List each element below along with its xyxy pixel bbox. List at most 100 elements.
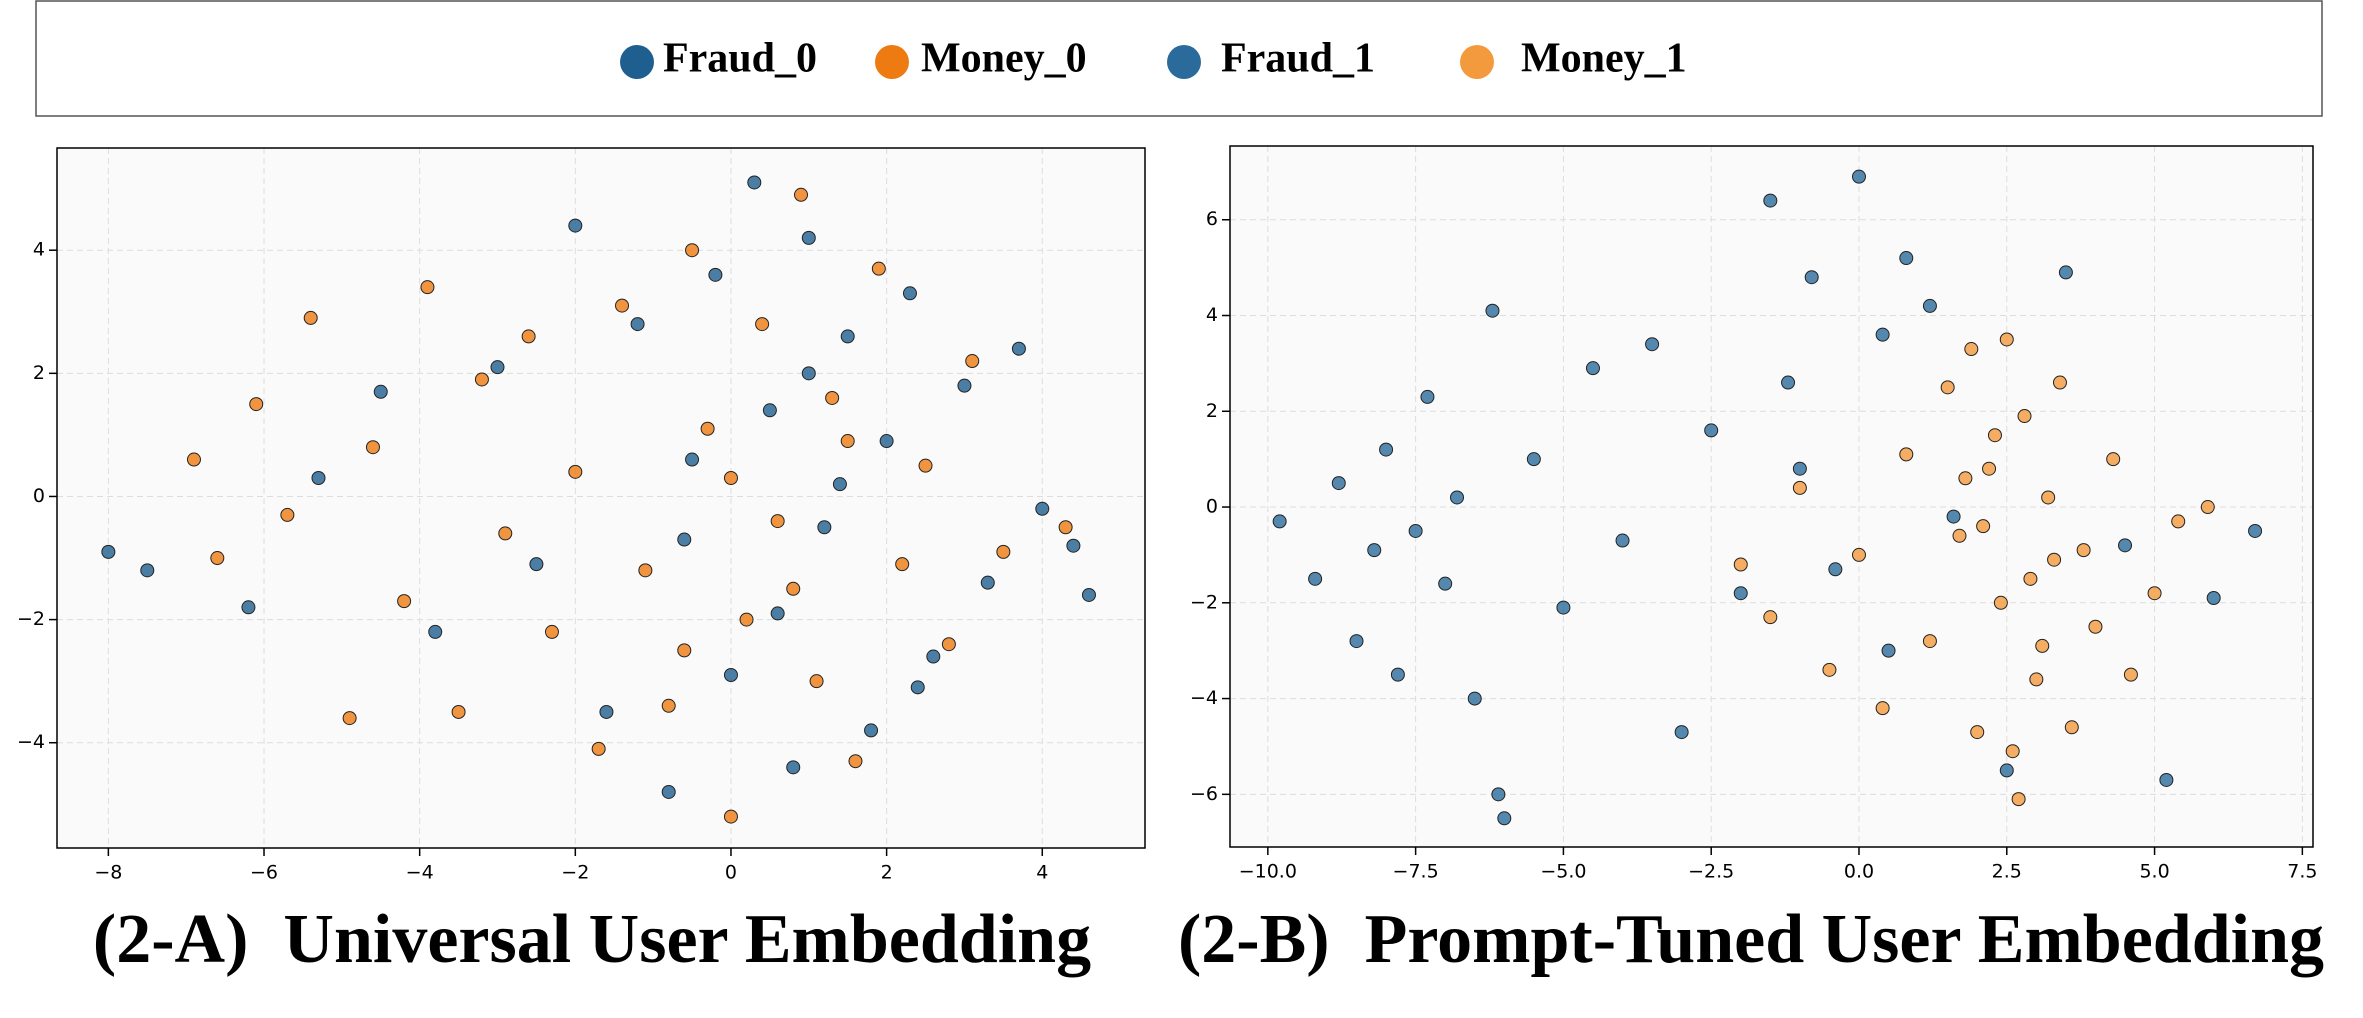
- scatter-point: [1792, 480, 1807, 495]
- scatter-point: [303, 310, 318, 325]
- scatter-point: [840, 434, 855, 449]
- scatter-point: [957, 378, 972, 393]
- scatter-point: [1066, 538, 1081, 553]
- scatter-point: [1881, 643, 1896, 658]
- scatter-point: [817, 520, 832, 535]
- scatter-point: [521, 329, 536, 344]
- scatter-point: [1485, 303, 1500, 318]
- scatter-point: [723, 809, 738, 824]
- scatter-point: [1999, 763, 2014, 778]
- y-tick-label: 2: [1206, 400, 1218, 422]
- scatter-point: [840, 329, 855, 344]
- scatter-point: [1035, 501, 1050, 516]
- scatter-point: [786, 760, 801, 775]
- scatter-point: [1982, 461, 1997, 476]
- scatter-point: [661, 698, 676, 713]
- scatter-point: [723, 668, 738, 683]
- plot-area: [57, 148, 1145, 848]
- scatter-point: [1467, 691, 1482, 706]
- scatter-point: [101, 544, 116, 559]
- y-tick-label: 2: [33, 362, 45, 384]
- scatter-point: [1733, 586, 1748, 601]
- scatter-point: [685, 243, 700, 258]
- scatter-point: [755, 317, 770, 332]
- scatter-point: [1828, 562, 1843, 577]
- legend-label: Money_0: [921, 36, 1087, 82]
- legend-label: Money_1: [1521, 36, 1687, 82]
- scatter-point: [568, 218, 583, 233]
- legend-marker: [1167, 45, 1201, 79]
- x-tick-label: −10.0: [1239, 861, 1297, 883]
- scatter-point: [544, 624, 559, 639]
- scatter-point: [2200, 500, 2215, 515]
- scatter-point: [1851, 547, 1866, 562]
- scatter-point: [1899, 447, 1914, 462]
- legend-label: Fraud_1: [1221, 36, 1375, 82]
- scatter-point: [2088, 619, 2103, 634]
- legend-label: Fraud_0: [663, 36, 817, 82]
- scatter-point: [708, 267, 723, 282]
- scatter-point: [342, 711, 357, 726]
- scatter-point: [2248, 523, 2263, 538]
- y-tick-label: 0: [1206, 496, 1218, 518]
- scatter-point: [1379, 442, 1394, 457]
- scatter-point: [801, 366, 816, 381]
- scatter-point: [630, 317, 645, 332]
- scatter-point: [1615, 533, 1630, 548]
- x-tick-label: 7.5: [2287, 861, 2317, 883]
- scatter-point: [1272, 514, 1287, 529]
- y-tick-label: 4: [33, 239, 45, 261]
- scatter-point: [428, 624, 443, 639]
- scatter-point: [1875, 701, 1890, 716]
- scatter-point: [1964, 342, 1979, 357]
- scatter-point: [420, 280, 435, 295]
- legend-marker: [875, 45, 909, 79]
- scatter-point: [1851, 169, 1866, 184]
- scatter-point: [1674, 725, 1689, 740]
- scatter-point: [1987, 428, 2002, 443]
- x-tick-label: 0.0: [1844, 861, 1874, 883]
- x-tick-label: −8: [94, 862, 122, 884]
- chart-title: (2-A) Universal User Embedding: [93, 901, 1091, 978]
- scatter-point: [762, 403, 777, 418]
- x-tick-label: −5.0: [1540, 861, 1586, 883]
- scatter-point: [871, 261, 886, 276]
- scatter-point: [1940, 380, 1955, 395]
- chart-title: (2-B) Prompt-Tuned User Embedding: [1178, 901, 2324, 978]
- x-tick-label: 0: [725, 862, 737, 884]
- scatter-point: [186, 452, 201, 467]
- scatter-point: [498, 526, 513, 541]
- scatter-point: [794, 187, 809, 202]
- scatter-point: [1952, 528, 1967, 543]
- scatter-point: [1645, 337, 1660, 352]
- scatter-point: [280, 507, 295, 522]
- scatter-point: [615, 298, 630, 313]
- scatter-point: [1804, 270, 1819, 285]
- scatter-point: [2171, 514, 2186, 529]
- scatter-point: [825, 390, 840, 405]
- scatter-point: [685, 452, 700, 467]
- scatter-point: [474, 372, 489, 387]
- scatter-point: [1781, 375, 1796, 390]
- scatter-point: [1946, 509, 1961, 524]
- scatter-point: [879, 434, 894, 449]
- axes-frame: [1229, 145, 2314, 848]
- legend-marker: [620, 45, 654, 79]
- scatter-point: [2123, 667, 2138, 682]
- x-tick-label: −2.5: [1688, 861, 1734, 883]
- scatter-point: [1308, 571, 1323, 586]
- y-tick-label: 0: [33, 485, 45, 507]
- scatter-point: [1491, 787, 1506, 802]
- scatter-point: [1875, 327, 1890, 342]
- scatter-point: [832, 477, 847, 492]
- scatter-point: [2058, 265, 2073, 280]
- scatter-point: [1390, 667, 1405, 682]
- scatter-point: [1822, 662, 1837, 677]
- scatter-point: [1349, 634, 1364, 649]
- x-tick-label: 2.5: [1992, 861, 2022, 883]
- scatter-point: [311, 470, 326, 485]
- scatter-point: [677, 643, 692, 658]
- scatter-point: [2041, 490, 2056, 505]
- scatter-point: [599, 704, 614, 719]
